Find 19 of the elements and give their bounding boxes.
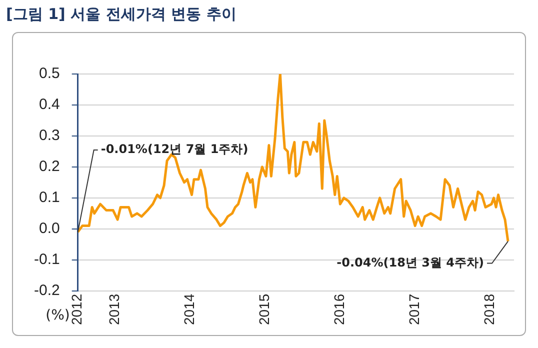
y-tick-label: 0.0 — [38, 220, 60, 238]
y-tick-label: -0.2 — [34, 282, 60, 299]
x-tick-label: 2012 — [68, 294, 85, 326]
x-tick-label: 2013 — [106, 294, 122, 326]
y-tick-label: 0.2 — [38, 158, 60, 176]
x-tick-label: 2017 — [406, 294, 422, 326]
y-axis-title: (%) — [46, 307, 70, 324]
x-tick-label: 2014 — [181, 294, 198, 326]
x-tick-label: 2018 — [480, 294, 497, 326]
x-tick-label: 2015 — [256, 294, 272, 326]
y-tick-label: 0.4 — [38, 96, 60, 114]
x-tick-label: 2016 — [331, 294, 347, 326]
y-tick-label: 0.5 — [38, 65, 60, 82]
annotation: -0.01%(12년 7월 1주차) — [100, 142, 248, 156]
annotation: -0.04%(18년 3월 4주차) — [336, 255, 484, 270]
y-tick-label: 0.1 — [38, 189, 60, 206]
y-tick-label: -0.1 — [34, 251, 60, 268]
y-tick-label: 0.3 — [38, 127, 60, 144]
chart-title: [그림 1] 서울 전세가격 변동 추이 — [6, 5, 236, 24]
